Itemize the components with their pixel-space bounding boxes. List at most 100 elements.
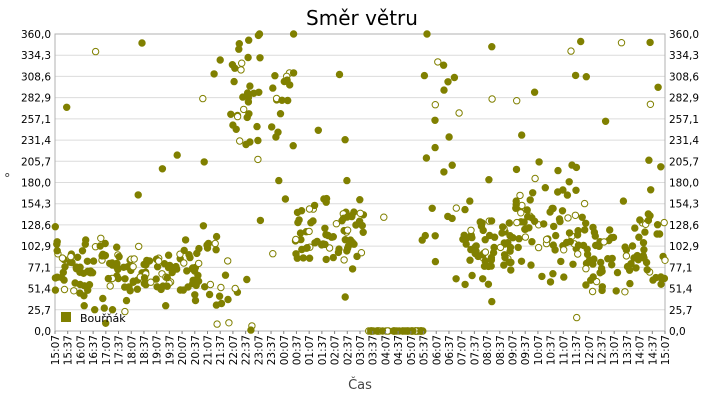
data-point [212, 232, 221, 241]
data-point [461, 205, 469, 214]
x-tick-label: 04:37 [393, 335, 405, 365]
data-point [657, 275, 666, 283]
data-point [343, 226, 352, 234]
x-tick-label: 18:07 [126, 335, 138, 365]
data-point [343, 176, 351, 185]
data-point [356, 196, 364, 204]
y-tick-label-right: 0,0 [669, 326, 686, 338]
data-point [588, 287, 597, 296]
data-point [531, 174, 539, 183]
data-point [549, 241, 557, 249]
data-point [296, 229, 305, 237]
data-point [619, 197, 628, 205]
data-point [152, 275, 160, 283]
data-point [91, 47, 100, 56]
data-point [341, 236, 349, 244]
data-point [505, 258, 514, 266]
data-point [334, 248, 343, 257]
data-point [203, 244, 212, 252]
x-tick-label: 15:37 [63, 335, 75, 365]
data-point [499, 223, 507, 231]
data-point [254, 31, 263, 40]
data-point [434, 58, 442, 66]
data-point [431, 101, 439, 109]
data-point [298, 245, 306, 254]
y-tick-label-right: 360,0 [669, 29, 699, 41]
data-point [617, 39, 626, 47]
data-point [212, 246, 220, 254]
data-point [51, 286, 60, 294]
data-point [645, 156, 653, 164]
data-point [78, 247, 87, 255]
x-tick-label: 06:07 [431, 335, 443, 365]
data-point [644, 216, 653, 225]
data-point [121, 307, 129, 316]
data-point [579, 241, 588, 250]
data-point [293, 208, 302, 217]
y-tick-label: 154,3 [21, 199, 51, 211]
data-point [113, 259, 121, 268]
y-tick-labels-left: 0,0 25,7 51,4 77,1 102,9 128,6 154,3 180,0 205,7… [21, 29, 51, 338]
data-point [529, 189, 537, 197]
y-tick-label: 205,7 [21, 156, 51, 168]
data-point [97, 234, 105, 243]
data-point [507, 266, 515, 274]
data-point [378, 327, 387, 335]
data-point [628, 242, 637, 250]
data-point [613, 268, 622, 277]
data-point [526, 196, 534, 204]
data-point [647, 186, 655, 194]
data-point [221, 271, 230, 279]
data-point [535, 158, 543, 166]
data-point [440, 168, 448, 176]
data-point [294, 218, 302, 227]
x-tick-label: 01:07 [304, 335, 316, 365]
data-points [51, 30, 669, 335]
y-tick-label-right: 334,3 [669, 50, 699, 62]
y-tick-label-right: 102,9 [669, 241, 699, 253]
data-point [138, 39, 146, 47]
data-point [467, 226, 475, 235]
data-point [305, 227, 313, 236]
data-point [210, 70, 218, 78]
x-tick-label: 22:37 [241, 335, 253, 365]
x-tick-label: 02:07 [330, 335, 342, 365]
data-point [114, 265, 122, 274]
data-point [163, 282, 171, 290]
data-point [245, 36, 253, 44]
data-point [574, 250, 582, 258]
legend-swatch [61, 312, 71, 322]
x-tick-label: 07:37 [469, 335, 481, 365]
data-point [524, 213, 532, 221]
data-point [243, 89, 252, 97]
data-point [340, 256, 348, 264]
data-point [525, 224, 533, 232]
data-point [162, 302, 170, 310]
data-point [598, 267, 606, 276]
data-point [281, 195, 290, 203]
legend: Bouřňák [61, 312, 126, 325]
data-point [73, 253, 82, 261]
data-point [462, 240, 470, 248]
data-point [568, 161, 576, 169]
data-point [527, 261, 535, 269]
data-point [84, 268, 93, 276]
data-point [597, 258, 605, 267]
x-tick-label: 17:37 [114, 335, 126, 365]
data-point [292, 235, 300, 244]
x-tick-label: 08:37 [495, 335, 507, 365]
x-tick-label: 09:37 [520, 335, 532, 365]
data-point [155, 257, 163, 265]
data-point [550, 222, 558, 231]
data-point [474, 252, 482, 261]
data-point [582, 265, 590, 273]
data-point [635, 233, 643, 241]
data-point [192, 281, 200, 290]
data-point [420, 71, 429, 80]
data-point [243, 275, 251, 284]
data-point [407, 327, 416, 335]
data-point [256, 216, 265, 225]
data-point [591, 232, 599, 240]
x-tick-label: 20:37 [190, 335, 202, 365]
